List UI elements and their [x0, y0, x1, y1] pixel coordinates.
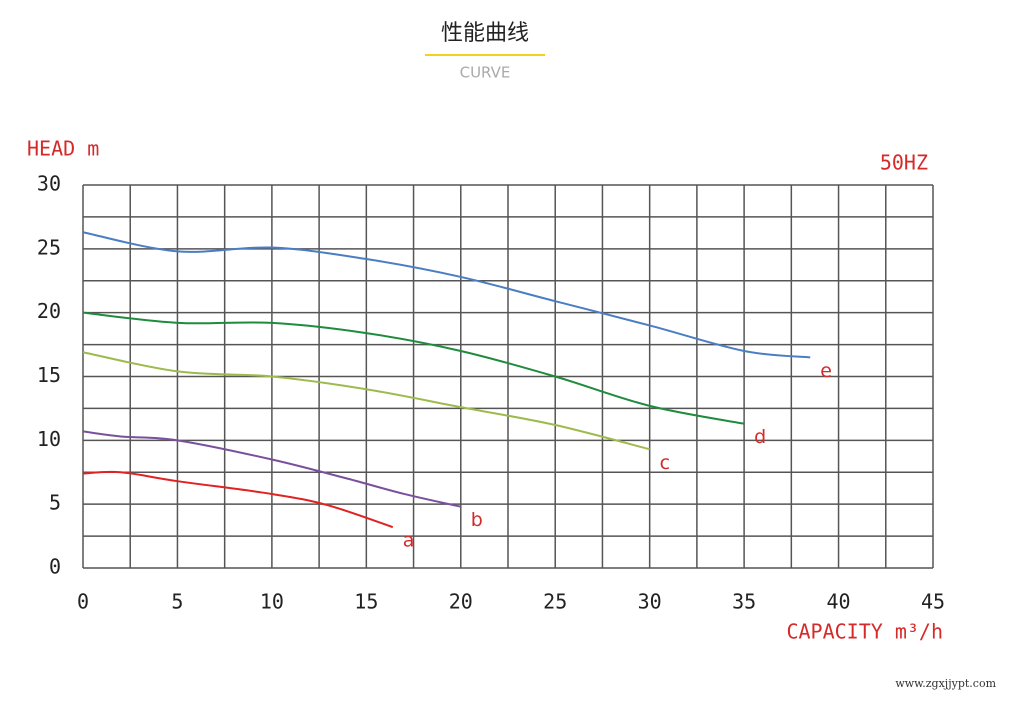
- x-tick-label: 10: [260, 590, 284, 614]
- x-tick-label: 15: [354, 590, 378, 614]
- y-tick-label: 0: [49, 555, 61, 579]
- x-tick-label: 20: [449, 590, 473, 614]
- x-tick-label: 35: [732, 590, 756, 614]
- x-tick-label: 25: [543, 590, 567, 614]
- x-tick-label: 40: [827, 590, 851, 614]
- y-tick-label: 30: [37, 172, 61, 196]
- x-tick-label: 45: [921, 590, 945, 614]
- series-line: [82, 470, 394, 529]
- series-label: c: [660, 452, 670, 474]
- series-label: d: [754, 426, 766, 448]
- chart-title: 性能曲线: [441, 21, 529, 46]
- series-line: [82, 311, 745, 425]
- annotation: 50HZ: [880, 151, 928, 175]
- series-line: [82, 231, 811, 359]
- x-tick-label: 0: [77, 590, 89, 614]
- y-tick-label: 20: [37, 299, 61, 323]
- x-axis-label: CAPACITY m³/h: [786, 620, 943, 644]
- x-tick-label: 5: [171, 590, 183, 614]
- y-tick-label: 15: [37, 363, 61, 387]
- y-axis-label: HEAD m: [27, 137, 99, 161]
- y-tick-label: 5: [49, 491, 61, 515]
- series-label: b: [471, 509, 483, 531]
- series-line: [82, 351, 650, 451]
- y-tick-label: 10: [37, 427, 61, 451]
- series-label: e: [820, 360, 832, 382]
- watermark: www.zgxjjypt.com: [895, 677, 996, 690]
- x-tick-label: 30: [638, 590, 662, 614]
- series-label: a: [403, 530, 415, 552]
- series-line: [82, 430, 461, 508]
- y-tick-label: 25: [37, 235, 61, 259]
- chart-subtitle: CURVE: [460, 64, 511, 82]
